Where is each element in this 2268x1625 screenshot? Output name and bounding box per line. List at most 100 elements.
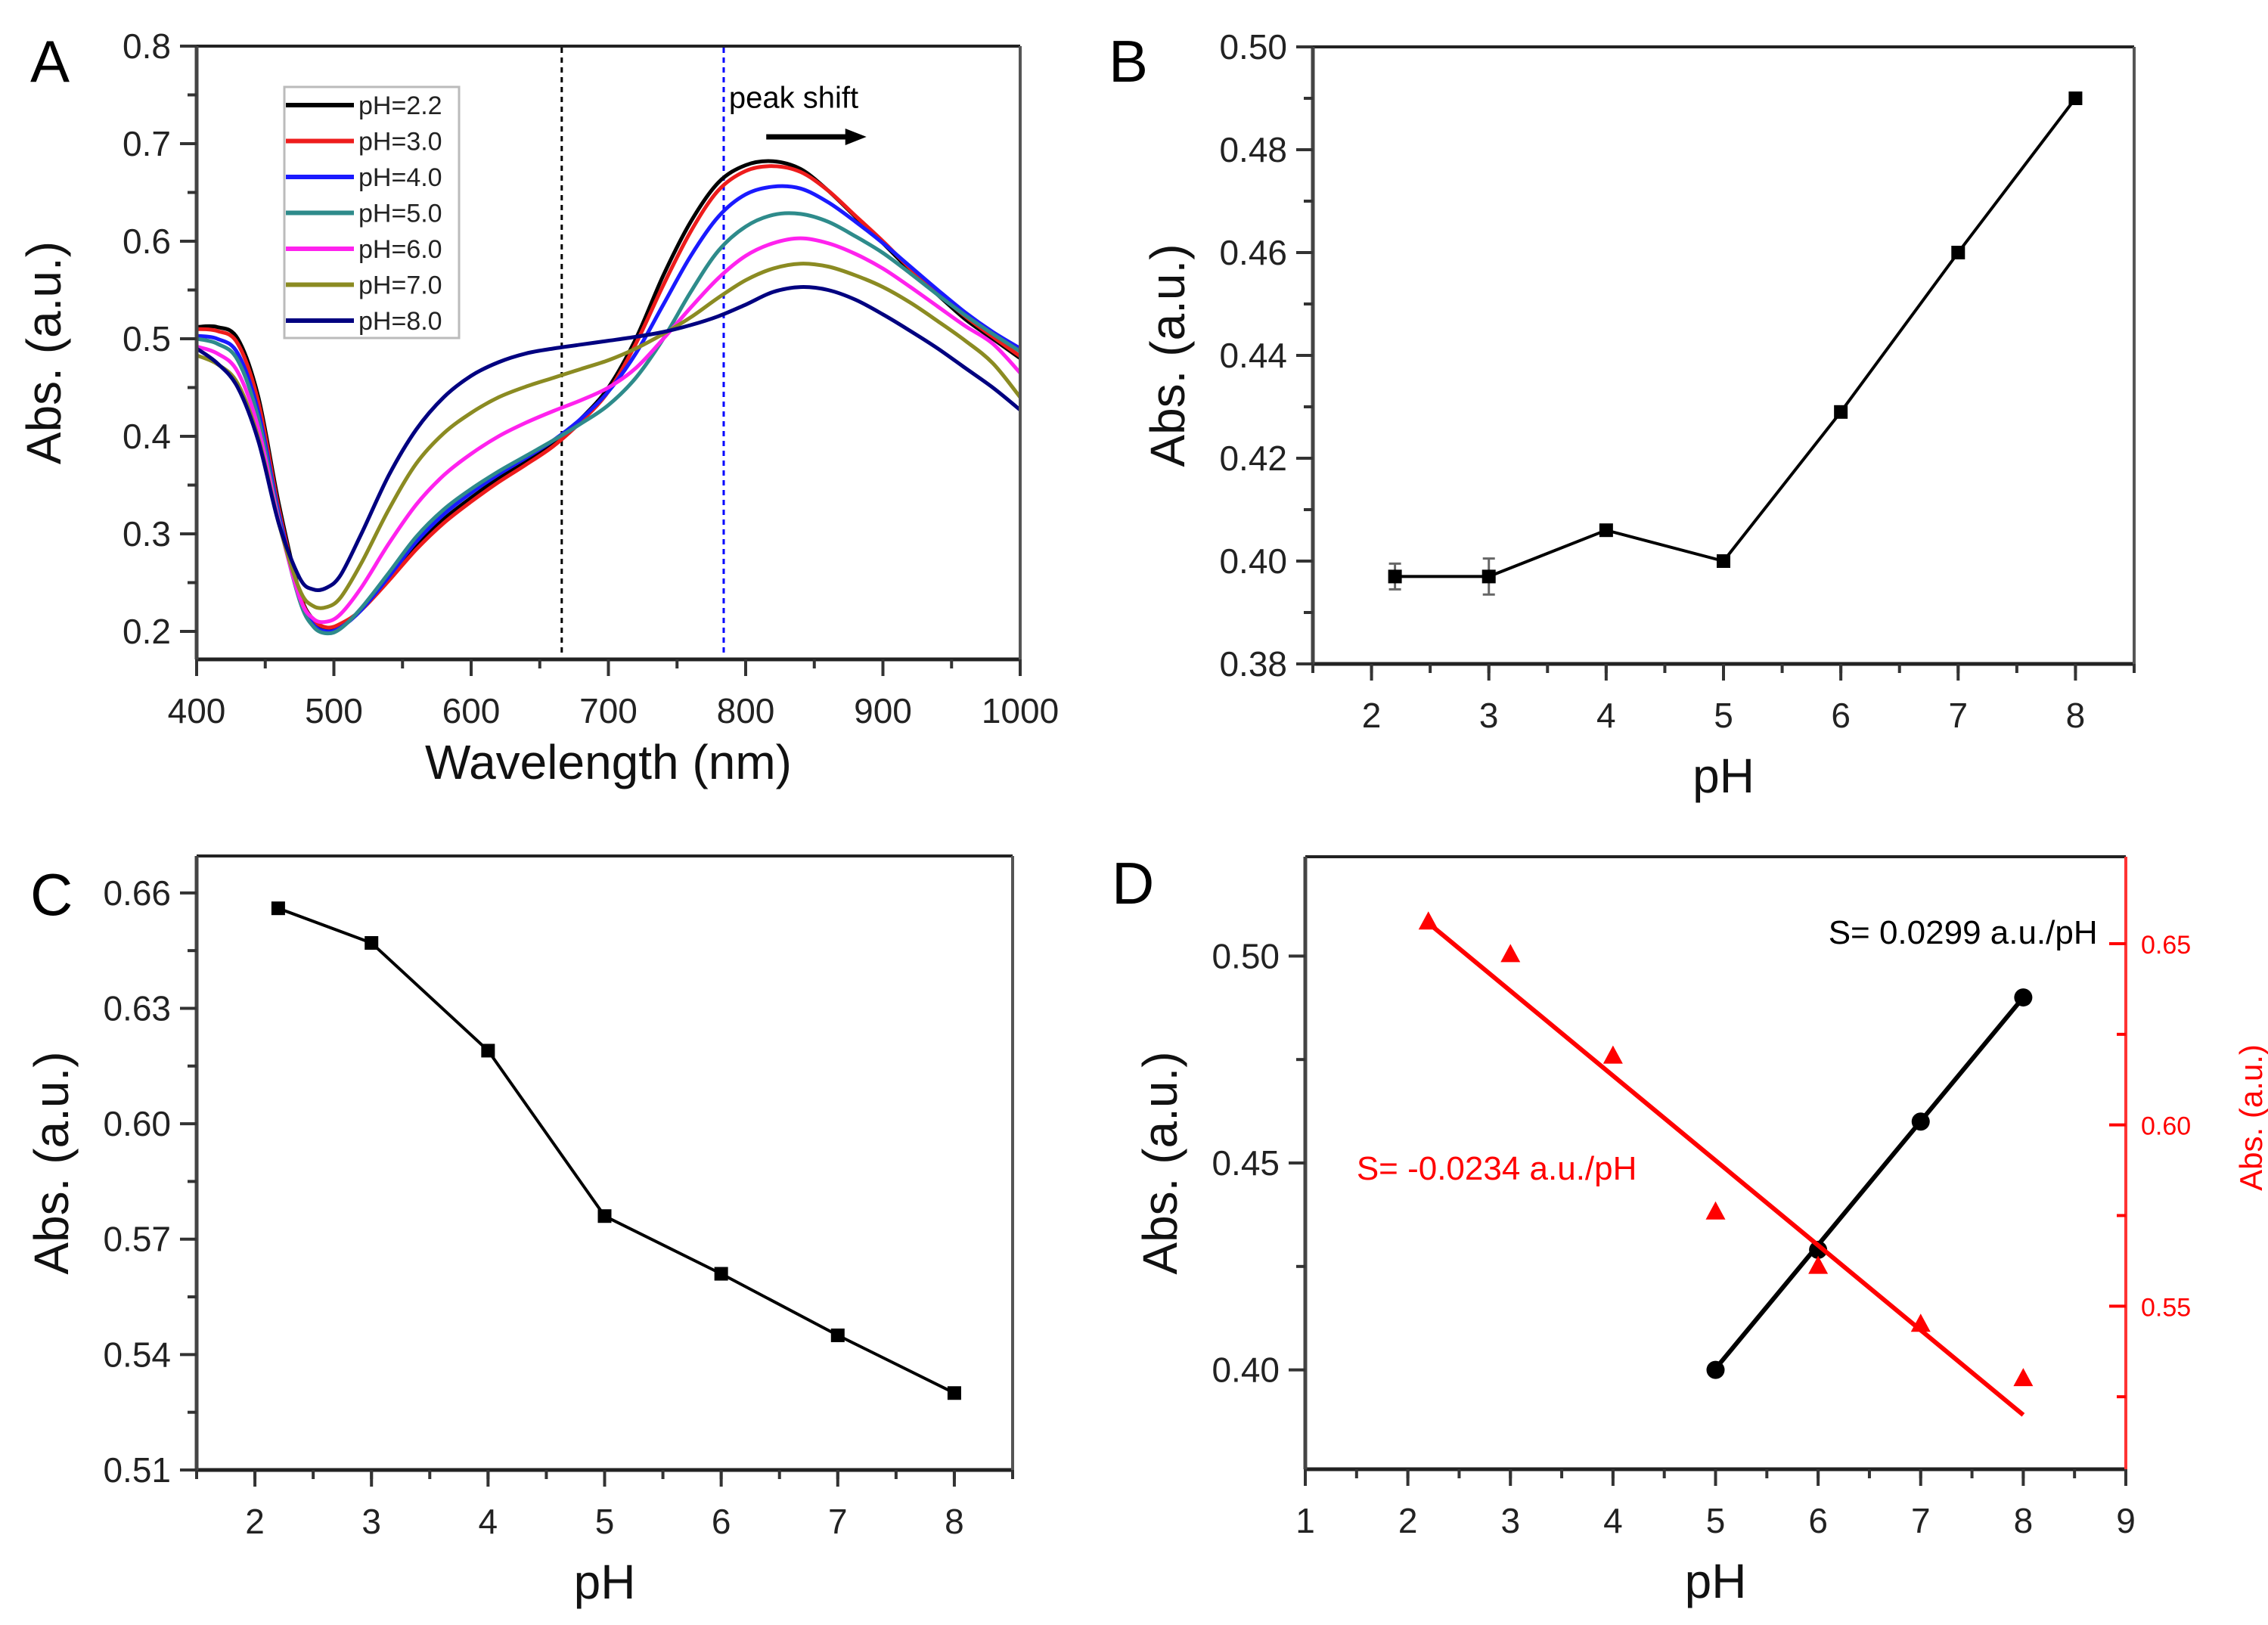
- legend-label: pH=3.0: [358, 128, 442, 157]
- y-tick-label: 0.60: [103, 1104, 171, 1143]
- data-point-circle: [1706, 1360, 1725, 1379]
- data-point-square: [714, 1267, 728, 1281]
- slope-label-red: S= -0.0234 a.u./pH: [1357, 1150, 1637, 1187]
- legend-item: pH=5.0: [286, 200, 442, 228]
- y-tick-label: 0.48: [1219, 130, 1287, 169]
- data-point-triangle: [1418, 911, 1438, 930]
- legend-item: pH=7.0: [286, 271, 442, 300]
- y-tick-label: 0.6: [123, 222, 171, 261]
- x-tick-label: 4: [1596, 696, 1616, 735]
- x-tick-label: 7: [828, 1502, 848, 1541]
- panel-label-d: D: [1112, 850, 1154, 916]
- data-point-triangle: [1910, 1313, 1931, 1332]
- legend-label: pH=7.0: [358, 271, 442, 300]
- x-tick-label: 9: [2116, 1501, 2136, 1540]
- y-tick-label: 0.63: [103, 988, 171, 1028]
- x-tick-label: 5: [595, 1502, 615, 1541]
- fit-line-black: [1714, 996, 2025, 1370]
- data-point-square: [1388, 569, 1402, 584]
- y-tick-label: 0.40: [1219, 541, 1287, 581]
- data-point-triangle: [1808, 1255, 1829, 1274]
- x-tick-label: 600: [442, 691, 501, 730]
- x-tick-label: 1: [1295, 1501, 1315, 1540]
- legend-label: pH=2.2: [358, 91, 442, 120]
- data-point-circle: [1911, 1112, 1930, 1131]
- panel-label-c: C: [30, 861, 73, 928]
- y-axis-title-right: Abs. (a.u.): [2233, 1044, 2268, 1191]
- x-tick-label: 2: [245, 1502, 265, 1541]
- y-axis-title: Abs. (a.u.): [17, 241, 71, 464]
- y-axis-title: Abs. (a.u.): [1133, 1051, 1187, 1274]
- y-tick-label: 0.46: [1219, 233, 1287, 272]
- x-tick-label: 1000: [982, 691, 1059, 730]
- panel-label-b: B: [1109, 28, 1148, 95]
- peak-shift-label: peak shift: [729, 81, 858, 114]
- legend-item: pH=2.2: [286, 91, 442, 120]
- x-tick-label: 8: [945, 1502, 964, 1541]
- data-point-circle: [2014, 988, 2033, 1007]
- y-tick-label: 0.57: [103, 1220, 171, 1259]
- data-point-square: [481, 1044, 495, 1058]
- x-tick-label: 5: [1714, 696, 1733, 735]
- data-point-square: [1481, 569, 1496, 584]
- x-tick-label: 3: [361, 1502, 381, 1541]
- x-tick-label: 8: [2066, 696, 2086, 735]
- data-point-square: [830, 1328, 845, 1342]
- x-tick-label: 2: [1362, 696, 1382, 735]
- y-tick-label: 0.50: [1219, 27, 1287, 67]
- y-tick-label: 0.38: [1219, 644, 1287, 684]
- x-axis-title: pH: [1685, 1554, 1747, 1608]
- x-tick-label: 5: [1706, 1501, 1726, 1540]
- data-point-triangle: [1602, 1045, 1623, 1064]
- spectrum-line-pH80: [195, 285, 1022, 593]
- y-tick-label: 0.51: [103, 1450, 171, 1490]
- data-point-square: [2068, 91, 2083, 105]
- y-tick-label: 0.50: [1212, 936, 1280, 975]
- x-tick-label: 2: [1398, 1501, 1418, 1540]
- legend-item: pH=3.0: [286, 128, 442, 157]
- legend-label: pH=5.0: [358, 200, 442, 228]
- data-point-triangle: [1500, 944, 1521, 963]
- spectrum-line-pH60: [196, 236, 1022, 625]
- legend-item: pH=4.0: [286, 163, 442, 192]
- y-right-tick-label: 0.65: [2141, 931, 2191, 960]
- legend-item: pH=6.0: [286, 235, 442, 264]
- slope-label-black: S= 0.0299 a.u./pH: [1829, 914, 2098, 951]
- x-tick-label: 3: [1479, 696, 1499, 735]
- x-tick-label: 7: [1911, 1501, 1931, 1540]
- data-point-square: [1834, 405, 1848, 419]
- panel-c-abs-vs-ph-chart: 2 3 4 5 6 7 8 0.51 0.54 0.57 0.60 0.63 0.66 pH Abs. (a…: [24, 854, 1014, 1609]
- legend: pH=2.2 pH=3.0 pH=4.0 pH=5.0 pH=6.0 pH=7.0 pH=8…: [283, 85, 461, 340]
- legend-label: pH=8.0: [358, 307, 442, 336]
- legend-label: pH=6.0: [358, 235, 442, 264]
- y-tick-label: 0.45: [1212, 1143, 1280, 1183]
- spectrum-line-pH70: [195, 262, 1022, 610]
- x-tick-label: 4: [1603, 1501, 1623, 1540]
- x-tick-label: 8: [2014, 1501, 2034, 1540]
- panel-label-a: A: [30, 28, 70, 95]
- data-point-square: [271, 901, 285, 916]
- y-tick-label: 0.2: [123, 612, 171, 651]
- x-tick-label: 6: [1808, 1501, 1828, 1540]
- data-point-square: [1717, 554, 1730, 568]
- y-tick-label: 0.40: [1212, 1351, 1280, 1390]
- panel-d-linear-fit-chart: 1 2 3 4 5 6 7 8 9 0.40 0.45 0.50 0.55 0.60 0.65 pH Abs. …: [1133, 855, 2268, 1608]
- x-tick-label: 900: [854, 691, 912, 730]
- y-tick-label: 0.54: [103, 1335, 171, 1374]
- data-point-triangle: [1705, 1201, 1726, 1220]
- legend-label: pH=4.0: [358, 163, 442, 192]
- x-tick-label: 7: [1948, 696, 1968, 735]
- x-tick-label: 6: [712, 1502, 731, 1541]
- x-tick-label: 500: [305, 691, 363, 730]
- data-point-triangle: [2013, 1368, 2034, 1387]
- data-point-square: [1951, 246, 1965, 259]
- x-axis-title: pH: [574, 1555, 636, 1609]
- peak-shift-arrow-head-icon: [845, 128, 867, 145]
- y-axis-title: Abs. (a.u.): [1140, 243, 1195, 467]
- data-point-square: [947, 1386, 961, 1400]
- x-tick-label: 400: [168, 691, 226, 730]
- data-point-circle: [1809, 1240, 1828, 1259]
- x-tick-label: 3: [1500, 1501, 1520, 1540]
- y-tick-label: 0.44: [1219, 336, 1287, 375]
